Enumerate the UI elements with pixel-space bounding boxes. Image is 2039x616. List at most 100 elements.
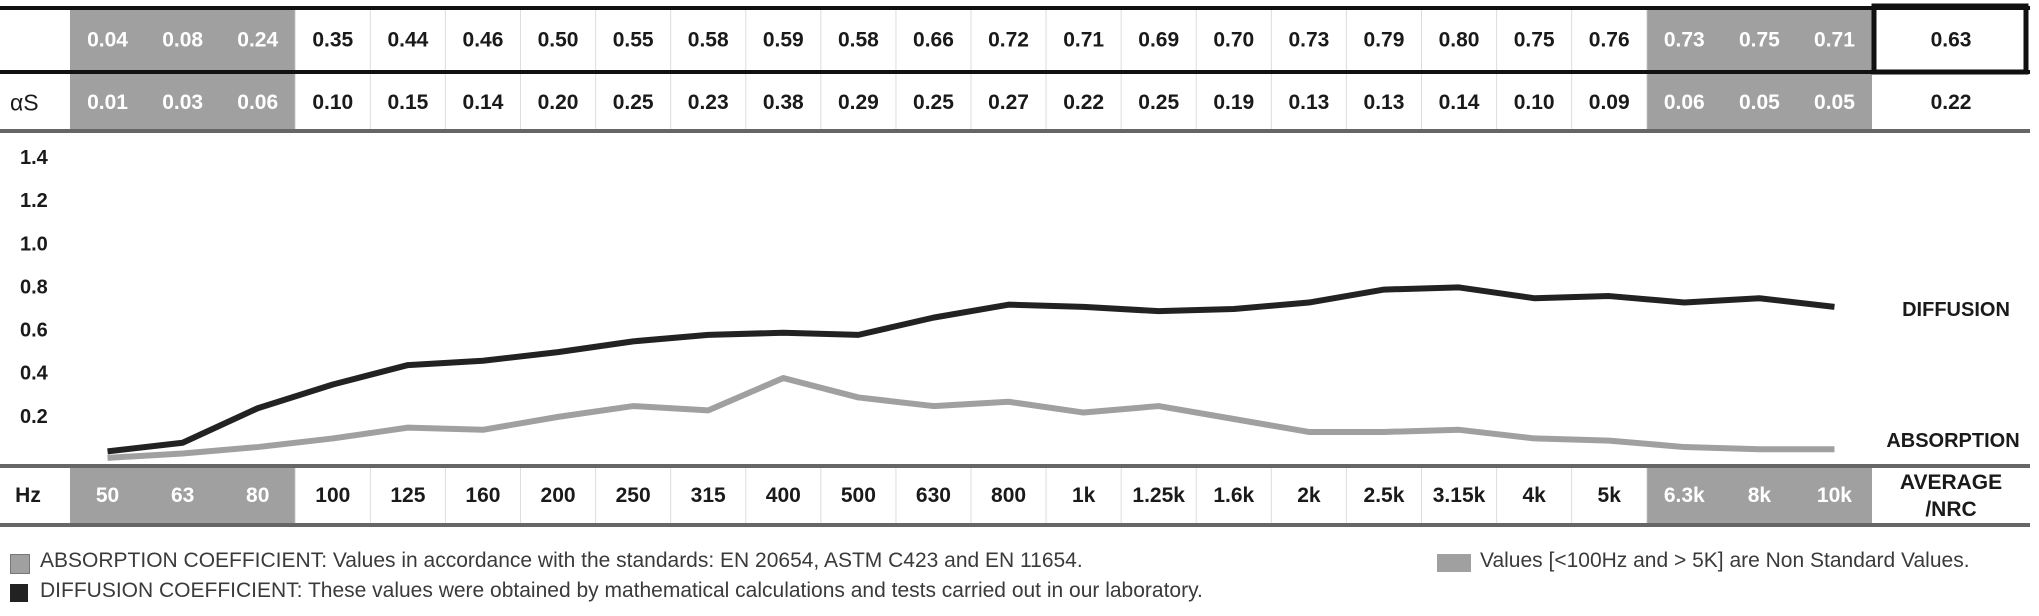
absorption-value: 0.25 (1138, 91, 1179, 114)
frequency-label: 8k (1748, 484, 1772, 507)
diffusion-value: 0.80 (1439, 29, 1480, 52)
absorption-value: 0.15 (387, 91, 428, 114)
y-tick-label: 0.6 (20, 320, 48, 342)
diffusion-swatch (10, 584, 28, 602)
absorption-value: 0.03 (162, 91, 203, 114)
absorption-value: 0.25 (613, 91, 654, 114)
plot-lines (107, 284, 1835, 461)
frequency-label: 1.6k (1213, 484, 1254, 507)
non-standard-block (70, 72, 296, 131)
absorption-value: 0.13 (1364, 91, 1405, 114)
absorption-values-row: 0.01 0.03 0.06 0.10 0.15 0.14 0.20 0.25 0.23 0.38… (10, 90, 1971, 116)
absorption-value: 0.14 (1439, 91, 1480, 114)
absorption-value: 0.06 (1664, 91, 1705, 114)
diffusion-line (107, 284, 1835, 455)
frequency-label: 125 (390, 484, 425, 507)
non-standard-block (1646, 8, 1872, 72)
frequency-label: 315 (691, 484, 726, 507)
frequency-label: 5k (1598, 484, 1622, 507)
absorption-value: 0.05 (1814, 91, 1855, 114)
y-tick-label: 0.2 (20, 406, 48, 428)
non-standard-legend-text: Values [<100Hz and > 5K] are Non Standar… (1480, 549, 1970, 572)
diffusion-value: 0.73 (1288, 29, 1329, 52)
absorption-line (107, 375, 1835, 461)
diffusion-value: 0.75 (1739, 29, 1780, 52)
frequency-label: 160 (465, 484, 500, 507)
diffusion-value: 0.08 (162, 29, 203, 52)
diffusion-value: 0.69 (1138, 29, 1179, 52)
diffusion-value: 0.70 (1213, 29, 1254, 52)
absorption-value: 0.27 (988, 91, 1029, 114)
y-tick-label: 1.2 (20, 190, 48, 212)
legend: ABSORPTION COEFFICIENT: Values in accord… (0, 540, 2039, 616)
absorption-value: 0.22 (1063, 91, 1104, 114)
frequency-label: 80 (246, 484, 269, 507)
acoustic-chart: 0.04 0.08 0.24 0.35 0.44 0.46 0.50 0.55 0.58 0.59… (0, 3, 2030, 527)
diffusion-legend-text: DIFFUSION COEFFICIENT: These values were… (40, 579, 1203, 602)
frequency-label: 1k (1072, 484, 1096, 507)
absorption-value: 0.13 (1288, 91, 1329, 114)
series-labels: DIFFUSION ABSORPTION (1886, 299, 2019, 452)
diffusion-series-label: DIFFUSION (1902, 299, 2010, 321)
y-tick-label: 1.0 (20, 233, 48, 255)
diffusion-average: 0.63 (1931, 29, 1972, 52)
absorption-series-label: ABSORPTION (1886, 430, 2019, 452)
frequency-label: 800 (991, 484, 1026, 507)
diffusion-value: 0.71 (1063, 29, 1104, 52)
y-tick-label: 1.4 (20, 147, 49, 169)
non-standard-block (70, 8, 296, 72)
diffusion-value: 0.58 (688, 29, 729, 52)
absorption-value: 0.09 (1589, 91, 1630, 114)
frequency-label: 10k (1817, 484, 1852, 507)
absorption-value: 0.23 (688, 91, 729, 114)
diffusion-value: 0.59 (763, 29, 804, 52)
frequency-label: 1.25k (1132, 484, 1185, 507)
hz-row-label: Hz (15, 484, 41, 507)
frequency-label: 500 (841, 484, 876, 507)
diffusion-value: 0.72 (988, 29, 1029, 52)
absorption-value: 0.06 (237, 91, 278, 114)
non-standard-block (70, 466, 296, 525)
frequency-label: 4k (1522, 484, 1546, 507)
absorption-value: 0.05 (1739, 91, 1780, 114)
diffusion-value: 0.75 (1514, 29, 1555, 52)
non-standard-block (1646, 72, 1872, 131)
table-grid (0, 3, 2030, 527)
frequency-label: 3.15k (1433, 484, 1486, 507)
frequency-row: 50 63 80 100 125 160 200 250 315 400 500 630 800 1k 1.… (15, 471, 2002, 521)
absorption-value: 0.29 (838, 91, 879, 114)
diffusion-value: 0.71 (1814, 29, 1855, 52)
absorption-swatch (10, 554, 30, 574)
absorption-average: 0.22 (1931, 91, 1972, 114)
frequency-label: 63 (171, 484, 194, 507)
frequency-label: 200 (541, 484, 576, 507)
alpha-s-row-label: αS (10, 90, 39, 116)
frequency-label: 6.3k (1664, 484, 1705, 507)
frequency-label: 2k (1297, 484, 1321, 507)
absorption-value: 0.25 (913, 91, 954, 114)
frequency-label: 250 (616, 484, 651, 507)
diffusion-values-row: 0.04 0.08 0.24 0.35 0.44 0.46 0.50 0.55 0.58 0.59… (87, 29, 1971, 52)
diffusion-value: 0.46 (463, 29, 504, 52)
average-label: AVERAGE (1900, 471, 2002, 494)
diffusion-value: 0.44 (387, 29, 428, 52)
y-tick-label: 0.4 (20, 363, 49, 385)
diffusion-value: 0.66 (913, 29, 954, 52)
absorption-value: 0.38 (763, 91, 804, 114)
diffusion-value: 0.50 (538, 29, 579, 52)
diffusion-value: 0.73 (1664, 29, 1705, 52)
diffusion-value: 0.79 (1364, 29, 1405, 52)
absorption-value: 0.10 (312, 91, 353, 114)
diffusion-value: 0.55 (613, 29, 654, 52)
non-standard-block (1646, 466, 1872, 525)
non-standard-swatch (1437, 554, 1471, 572)
frequency-label: 630 (916, 484, 951, 507)
diffusion-value: 0.04 (87, 29, 128, 52)
diffusion-value: 0.76 (1589, 29, 1630, 52)
absorption-value: 0.14 (463, 91, 504, 114)
frequency-label: 100 (315, 484, 350, 507)
diffusion-value: 0.24 (237, 29, 278, 52)
absorption-legend-text: ABSORPTION COEFFICIENT: Values in accord… (40, 549, 1083, 572)
y-tick-label: 0.8 (20, 276, 48, 298)
diffusion-value: 0.58 (838, 29, 879, 52)
